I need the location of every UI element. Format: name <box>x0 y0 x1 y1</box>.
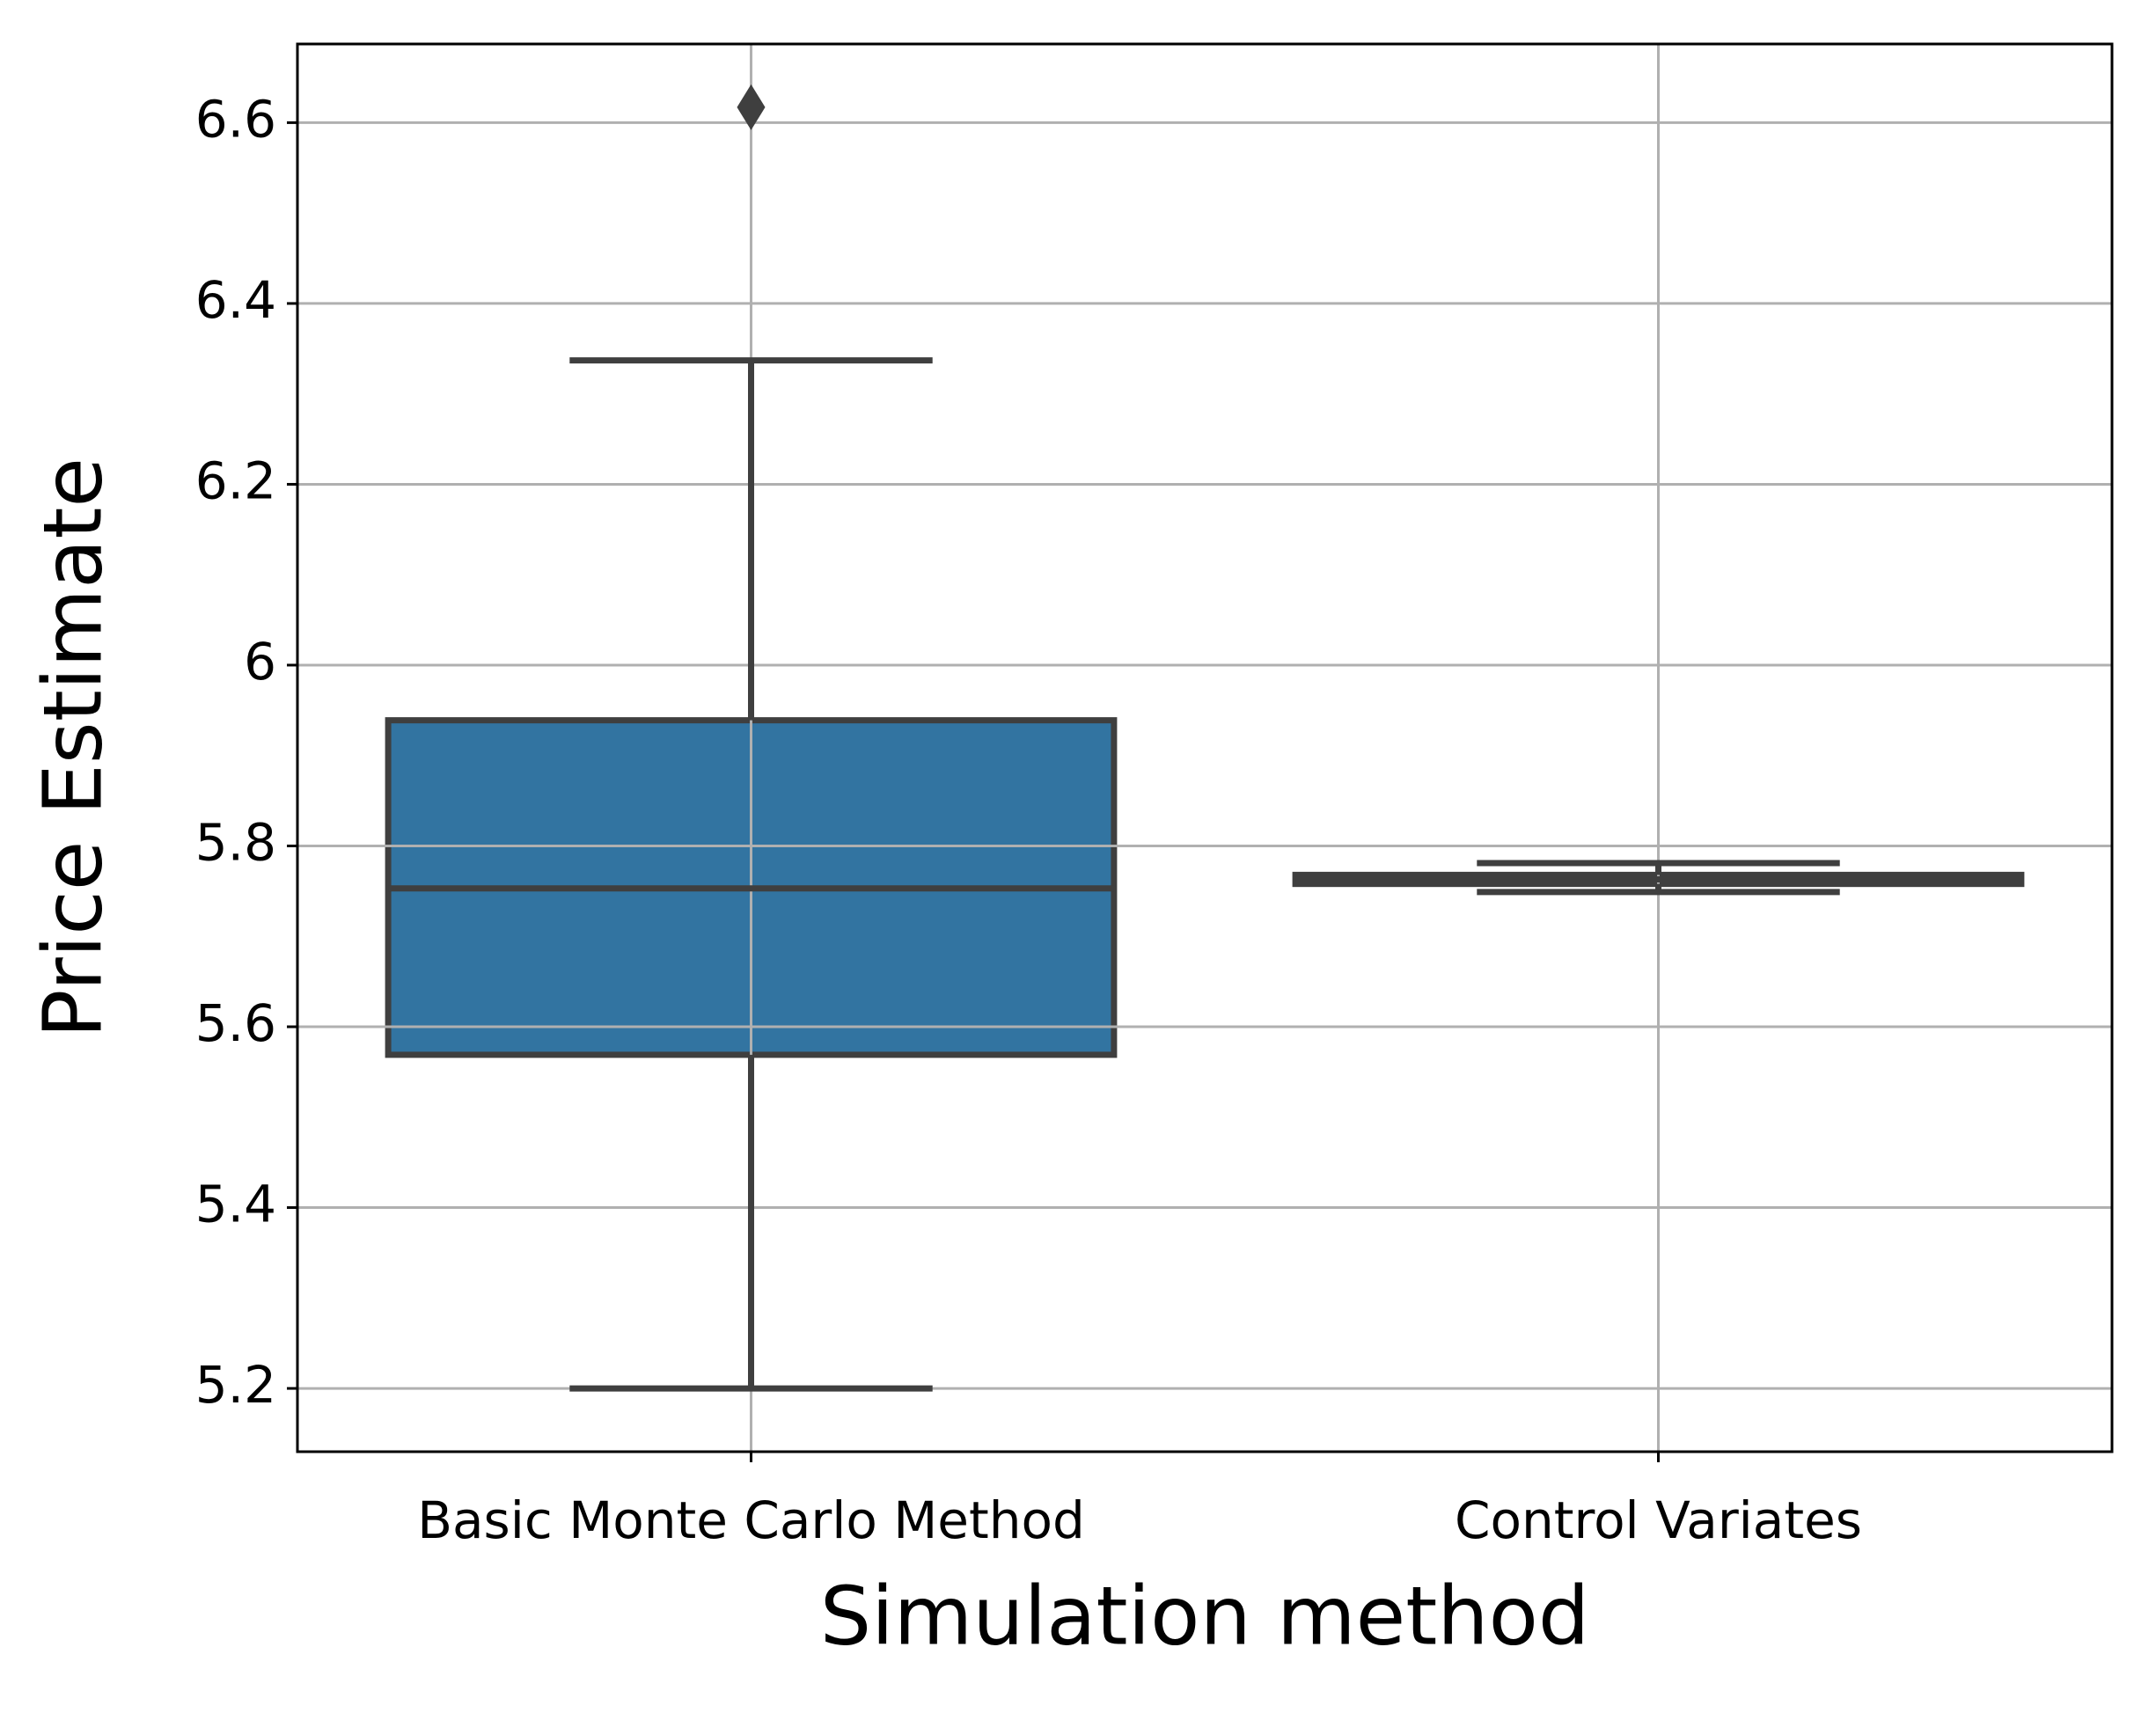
y-tick-label: 5.8 <box>195 813 276 873</box>
y-tick-label: 6.6 <box>195 90 276 150</box>
x-axis-label: Simulation method <box>820 1569 1590 1663</box>
x-tick-label: Control Variates <box>1455 1490 1862 1550</box>
x-tick-label: Basic Monte Carlo Method <box>417 1490 1085 1550</box>
y-tick-label: 6 <box>244 632 276 692</box>
y-axis-label: Price Estimate <box>26 458 120 1038</box>
outlier <box>737 84 766 130</box>
y-tick-label: 5.6 <box>195 993 276 1053</box>
y-tick-label: 5.2 <box>195 1355 276 1415</box>
y-tick-label: 6.4 <box>195 270 276 330</box>
y-tick-label: 6.2 <box>195 451 276 511</box>
plot-frame <box>296 42 2114 1453</box>
y-tick-label: 5.4 <box>195 1175 276 1234</box>
